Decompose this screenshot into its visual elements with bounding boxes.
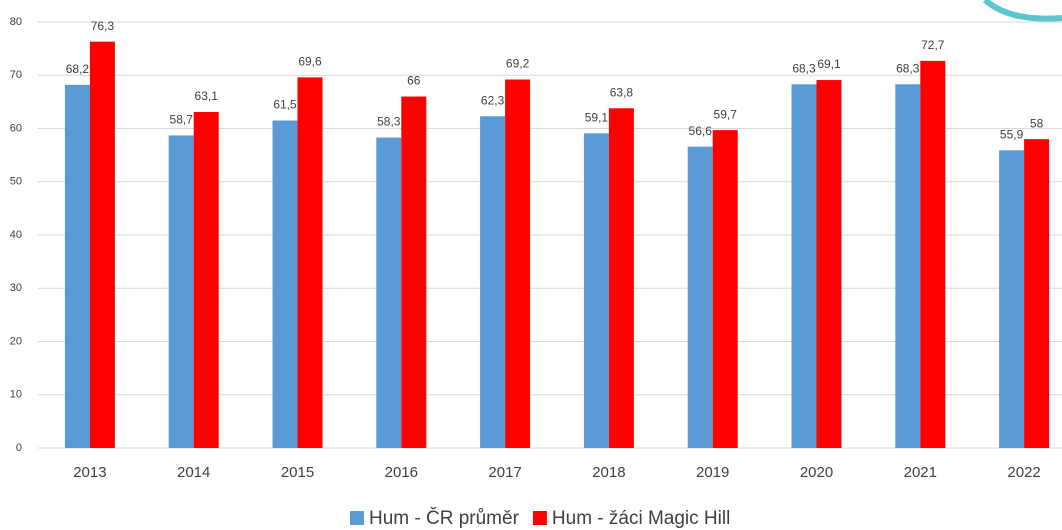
bar: [608, 108, 634, 448]
value-label: 76,3: [91, 19, 115, 33]
y-tick-label: 20: [10, 335, 22, 347]
x-tick-label: 2016: [385, 464, 418, 481]
value-label: 56,6: [689, 124, 713, 138]
value-label: 58,7: [170, 113, 194, 127]
bar: [89, 41, 115, 448]
value-label: 58: [1030, 116, 1044, 130]
bar: [480, 116, 506, 448]
bar: [505, 79, 531, 448]
bar: [712, 130, 738, 448]
value-label: 63,8: [610, 85, 634, 99]
legend-label: Hum - žáci Magic Hill: [552, 508, 730, 529]
value-label: 61,5: [273, 98, 297, 112]
value-label: 72,7: [921, 38, 945, 52]
bar: [895, 84, 921, 449]
value-label: 68,2: [66, 62, 90, 76]
legend-swatch: [350, 511, 364, 525]
value-label: 68,3: [896, 61, 920, 75]
x-tick-label: 2013: [73, 464, 106, 481]
bar: [583, 133, 609, 449]
bar: [816, 80, 842, 448]
value-label: 66: [407, 74, 421, 88]
y-tick-label: 40: [10, 229, 22, 241]
value-label: 59,7: [714, 107, 738, 121]
x-tick-label: 2015: [281, 464, 314, 481]
value-label: 55,9: [1000, 128, 1024, 142]
value-label: 69,6: [298, 55, 322, 69]
bar: [193, 111, 219, 449]
bar: [376, 137, 402, 449]
bar: [168, 135, 194, 449]
value-label: 59,1: [585, 110, 609, 124]
value-label: 69,1: [817, 57, 841, 71]
bar: [64, 84, 90, 449]
x-tick-label: 2014: [177, 464, 210, 481]
bar: [999, 150, 1025, 448]
value-label: 62,3: [481, 93, 505, 107]
y-tick-label: 50: [10, 176, 22, 188]
legend-label: Hum - ČR průměr: [369, 507, 520, 529]
y-tick-label: 60: [10, 122, 22, 134]
bar: [297, 77, 323, 448]
y-tick-label: 0: [16, 442, 22, 454]
y-tick-label: 30: [10, 282, 22, 294]
y-tick-label: 80: [10, 16, 22, 28]
x-tick-label: 2017: [488, 464, 521, 481]
decoration-arc: [983, 0, 1062, 22]
y-tick-label: 70: [10, 69, 22, 81]
bar: [920, 60, 946, 449]
x-tick-label: 2020: [800, 464, 833, 481]
bar: [791, 84, 817, 449]
value-label: 58,3: [377, 115, 401, 129]
x-tick-label: 2022: [1007, 464, 1040, 481]
bar: [272, 120, 298, 448]
x-tick-label: 2021: [904, 464, 937, 481]
x-tick-label: 2018: [592, 464, 625, 481]
value-label: 69,2: [506, 57, 530, 71]
value-label: 68,3: [792, 61, 816, 75]
bar: [401, 96, 427, 449]
value-label: 63,1: [195, 89, 219, 103]
legend-swatch: [532, 511, 547, 525]
x-tick-label: 2019: [696, 464, 729, 481]
y-tick-label: 10: [10, 389, 22, 401]
bar: [687, 146, 713, 449]
bar: [1024, 139, 1050, 448]
